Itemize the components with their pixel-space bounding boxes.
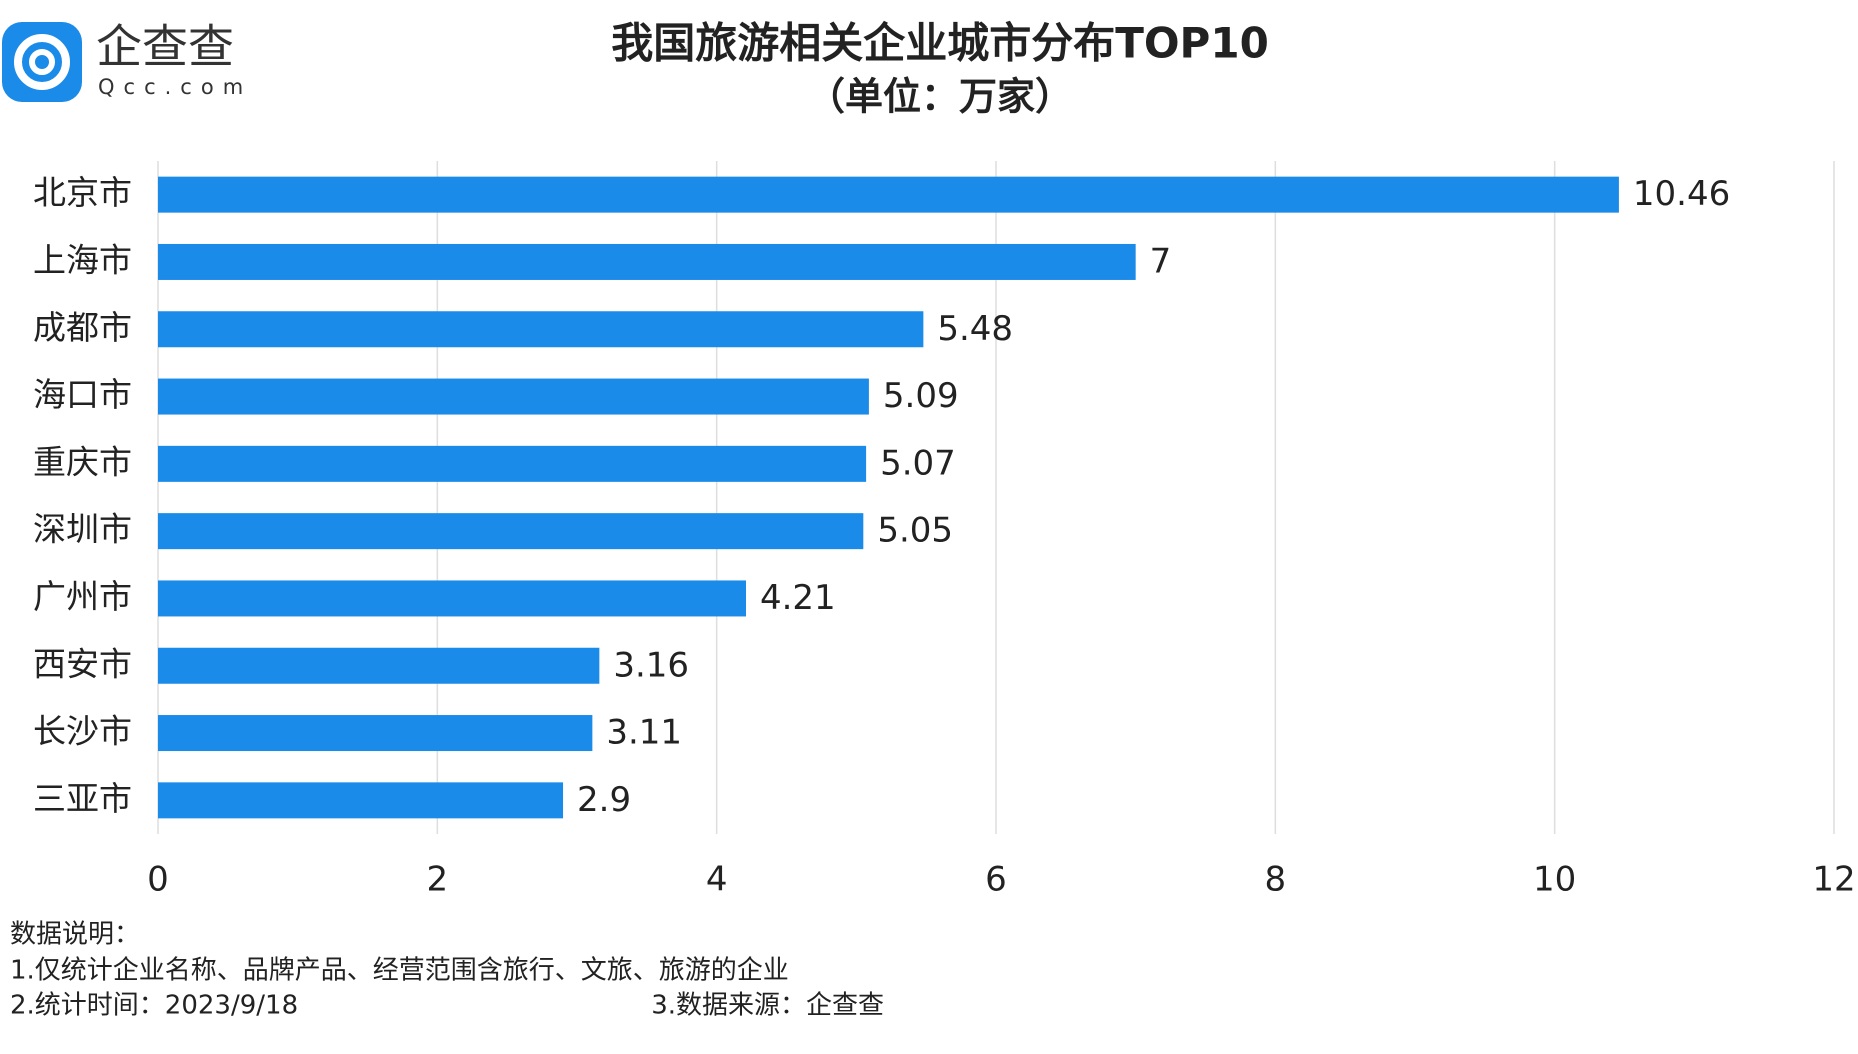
logo-site: Qcc.com [98,75,252,99]
chart-title: 我国旅游相关企业城市分布TOP10 [611,19,1269,68]
note: 3.数据来源：企查查 [651,991,884,1021]
y-tick-label: 海口市 [33,375,132,414]
y-tick-label: 广州市 [33,577,132,616]
value-label: 7 [1150,241,1172,281]
bar [158,176,1619,213]
bar [158,782,564,819]
bar [158,647,600,684]
bar [158,715,593,752]
x-tick-label: 0 [147,860,169,900]
logo-icon [2,22,82,102]
value-label: 4.21 [760,578,836,618]
note: 数据说明： [10,920,140,950]
y-tick-label: 三亚市 [33,779,132,818]
bar [158,243,1136,280]
value-label: 5.09 [883,376,959,416]
logo-name: 企查查 [96,20,234,74]
value-label: 5.07 [880,443,956,483]
value-label: 3.16 [613,645,689,685]
note: 2.统计时间：2023/9/18 [10,991,298,1021]
logo-ring [14,34,70,90]
value-label: 2.9 [577,780,631,820]
bar [158,311,924,348]
x-tick-label: 10 [1533,860,1576,900]
value-label: 5.05 [877,511,953,551]
y-tick-label: 上海市 [33,240,132,279]
x-tick-label: 2 [427,860,449,900]
x-tick-label: 6 [985,860,1007,900]
logo: 企查查 Qcc.com [2,20,252,102]
value-label: 10.46 [1633,174,1730,214]
y-tick-label: 重庆市 [33,442,132,481]
value-label: 5.48 [937,309,1013,349]
y-tick-label: 深圳市 [33,510,132,549]
bar [158,513,864,550]
y-tick-label: 长沙市 [33,712,132,751]
x-tick-label: 4 [706,860,728,900]
bar [158,445,867,482]
chart-subtitle: （单位：万家） [807,75,1073,119]
x-tick-label: 12 [1812,860,1855,900]
y-tick-label: 西安市 [33,644,132,683]
bar [158,580,746,617]
logo-ring-inner [29,49,55,75]
y-tick-label: 成都市 [33,308,132,347]
value-label: 3.11 [606,713,682,753]
note: 1.仅统计企业名称、品牌产品、经营范围含旅行、文旅、旅游的企业 [10,956,789,986]
y-tick-label: 北京市 [33,173,132,212]
bar [158,378,869,415]
x-tick-label: 8 [1265,860,1287,900]
